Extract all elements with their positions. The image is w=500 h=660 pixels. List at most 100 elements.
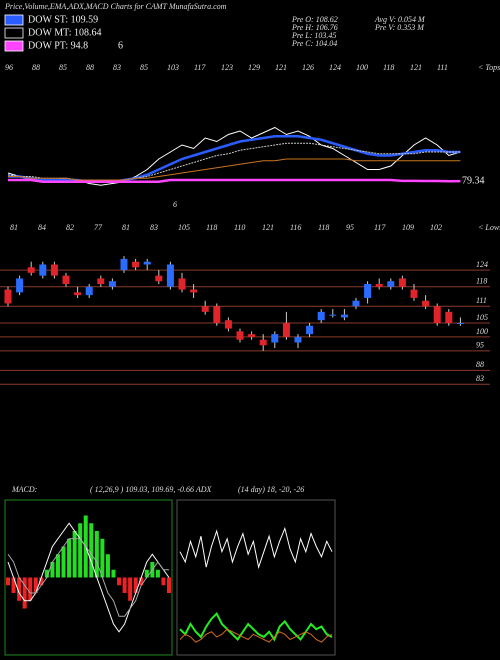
macd-bar [139, 577, 144, 586]
low-label: 84 [38, 223, 46, 232]
candle-body [259, 339, 267, 346]
macd-bar [61, 546, 66, 578]
price-stat: Pre H: 106.76 [291, 23, 338, 32]
candle-body [155, 275, 163, 282]
macd-bar [117, 577, 122, 586]
macd-bar [133, 577, 138, 593]
candle-body [352, 300, 360, 307]
price-level-label: 88 [476, 360, 484, 369]
candle-body [201, 306, 209, 312]
page-title: Price,Volume,EMA,ADX,MACD Charts for CAM… [4, 2, 227, 11]
top-label: 123 [221, 63, 233, 72]
ema-line [8, 135, 461, 183]
low-label: 118 [206, 223, 217, 232]
candle-body [16, 278, 24, 293]
low-label: 77 [94, 223, 103, 232]
panel-frame [176, 499, 336, 656]
volume-stat: Avg V: 0.054 M [374, 15, 426, 24]
top-label: 124 [329, 63, 341, 72]
price-level-label: 100 [476, 327, 488, 336]
candle-body [445, 311, 453, 323]
low-label: 102 [430, 223, 442, 232]
macd-bar [111, 569, 116, 578]
candle-body [364, 284, 372, 298]
candle-body [294, 336, 302, 343]
top-label: 100 [356, 63, 368, 72]
macd-bar [78, 523, 83, 578]
adx-params: (14 day) 18, -20, -26 [238, 485, 304, 494]
macd-bar [167, 577, 171, 593]
legend-swatch [4, 27, 24, 39]
candle-body [213, 306, 221, 323]
signal-line [7, 538, 169, 617]
candle-body [306, 325, 314, 335]
low-label: 81 [122, 223, 130, 232]
macd-bar [6, 577, 10, 586]
note: 6 [173, 200, 177, 209]
candle-body [27, 267, 35, 273]
panel-frame [4, 499, 173, 656]
macd-bar [11, 577, 16, 593]
candle-body [375, 284, 383, 287]
legend-label: DOW MT: 108.64 [28, 27, 101, 38]
candle-body [166, 264, 174, 287]
candle-body [282, 323, 290, 337]
candle-body [97, 278, 105, 284]
legend-label: DOW PT: 94.8 [28, 40, 88, 51]
macd-bar [22, 577, 27, 609]
low-label: 81 [10, 223, 18, 232]
low-label: 83 [150, 223, 158, 232]
macd-bar [89, 523, 94, 578]
candle-body [317, 311, 325, 321]
top-label: 118 [383, 63, 394, 72]
macd-bar [155, 569, 160, 578]
top-label: 111 [437, 63, 448, 72]
macd-bar [50, 562, 55, 578]
top-label: 85 [140, 63, 148, 72]
top-label: 121 [275, 63, 287, 72]
top-label: 88 [86, 63, 94, 72]
candle-body [132, 261, 140, 268]
price-stat: Pre C: 104.04 [291, 39, 337, 48]
ema-line [7, 142, 461, 181]
macd-title: MACD: [11, 485, 38, 494]
price-stat: Pre L: 103.45 [291, 31, 336, 40]
low-label: 95 [346, 223, 354, 232]
macd-bar [128, 577, 133, 601]
adx-line [179, 526, 333, 570]
candle-body [143, 261, 151, 265]
end-value-label: 79.34 [462, 175, 485, 186]
macd-bar [39, 577, 44, 586]
macd-line [7, 522, 170, 633]
macd-bar [105, 554, 110, 578]
top-label: 83 [113, 63, 121, 72]
low-label: 118 [318, 223, 329, 232]
candle-body [422, 300, 430, 307]
minus_di-line [179, 628, 333, 643]
top-label: 96 [5, 63, 13, 72]
ema-line [8, 158, 461, 181]
ema-line [8, 178, 461, 183]
candle-body [190, 289, 198, 293]
macd-bar [100, 538, 105, 578]
candle-body [178, 278, 186, 290]
candle-body [433, 306, 441, 323]
candle-body [456, 323, 464, 324]
top-label: 103 [167, 63, 179, 72]
candle-body [50, 264, 58, 276]
candle-body [62, 275, 70, 284]
macd-bar [122, 577, 127, 593]
legend-swatch [4, 14, 24, 26]
price-level-label: 124 [476, 260, 488, 269]
price-level-label: 83 [476, 374, 484, 383]
candle-body [120, 258, 128, 271]
price-level-label: 111 [476, 296, 487, 305]
top-label: 121 [410, 63, 422, 72]
candle-body [236, 331, 244, 340]
candle-body [410, 289, 418, 298]
legend-extra: 6 [118, 40, 123, 51]
top-label: 88 [32, 63, 40, 72]
lows-caption: < Lows [478, 223, 500, 232]
macd-bar [44, 569, 49, 578]
